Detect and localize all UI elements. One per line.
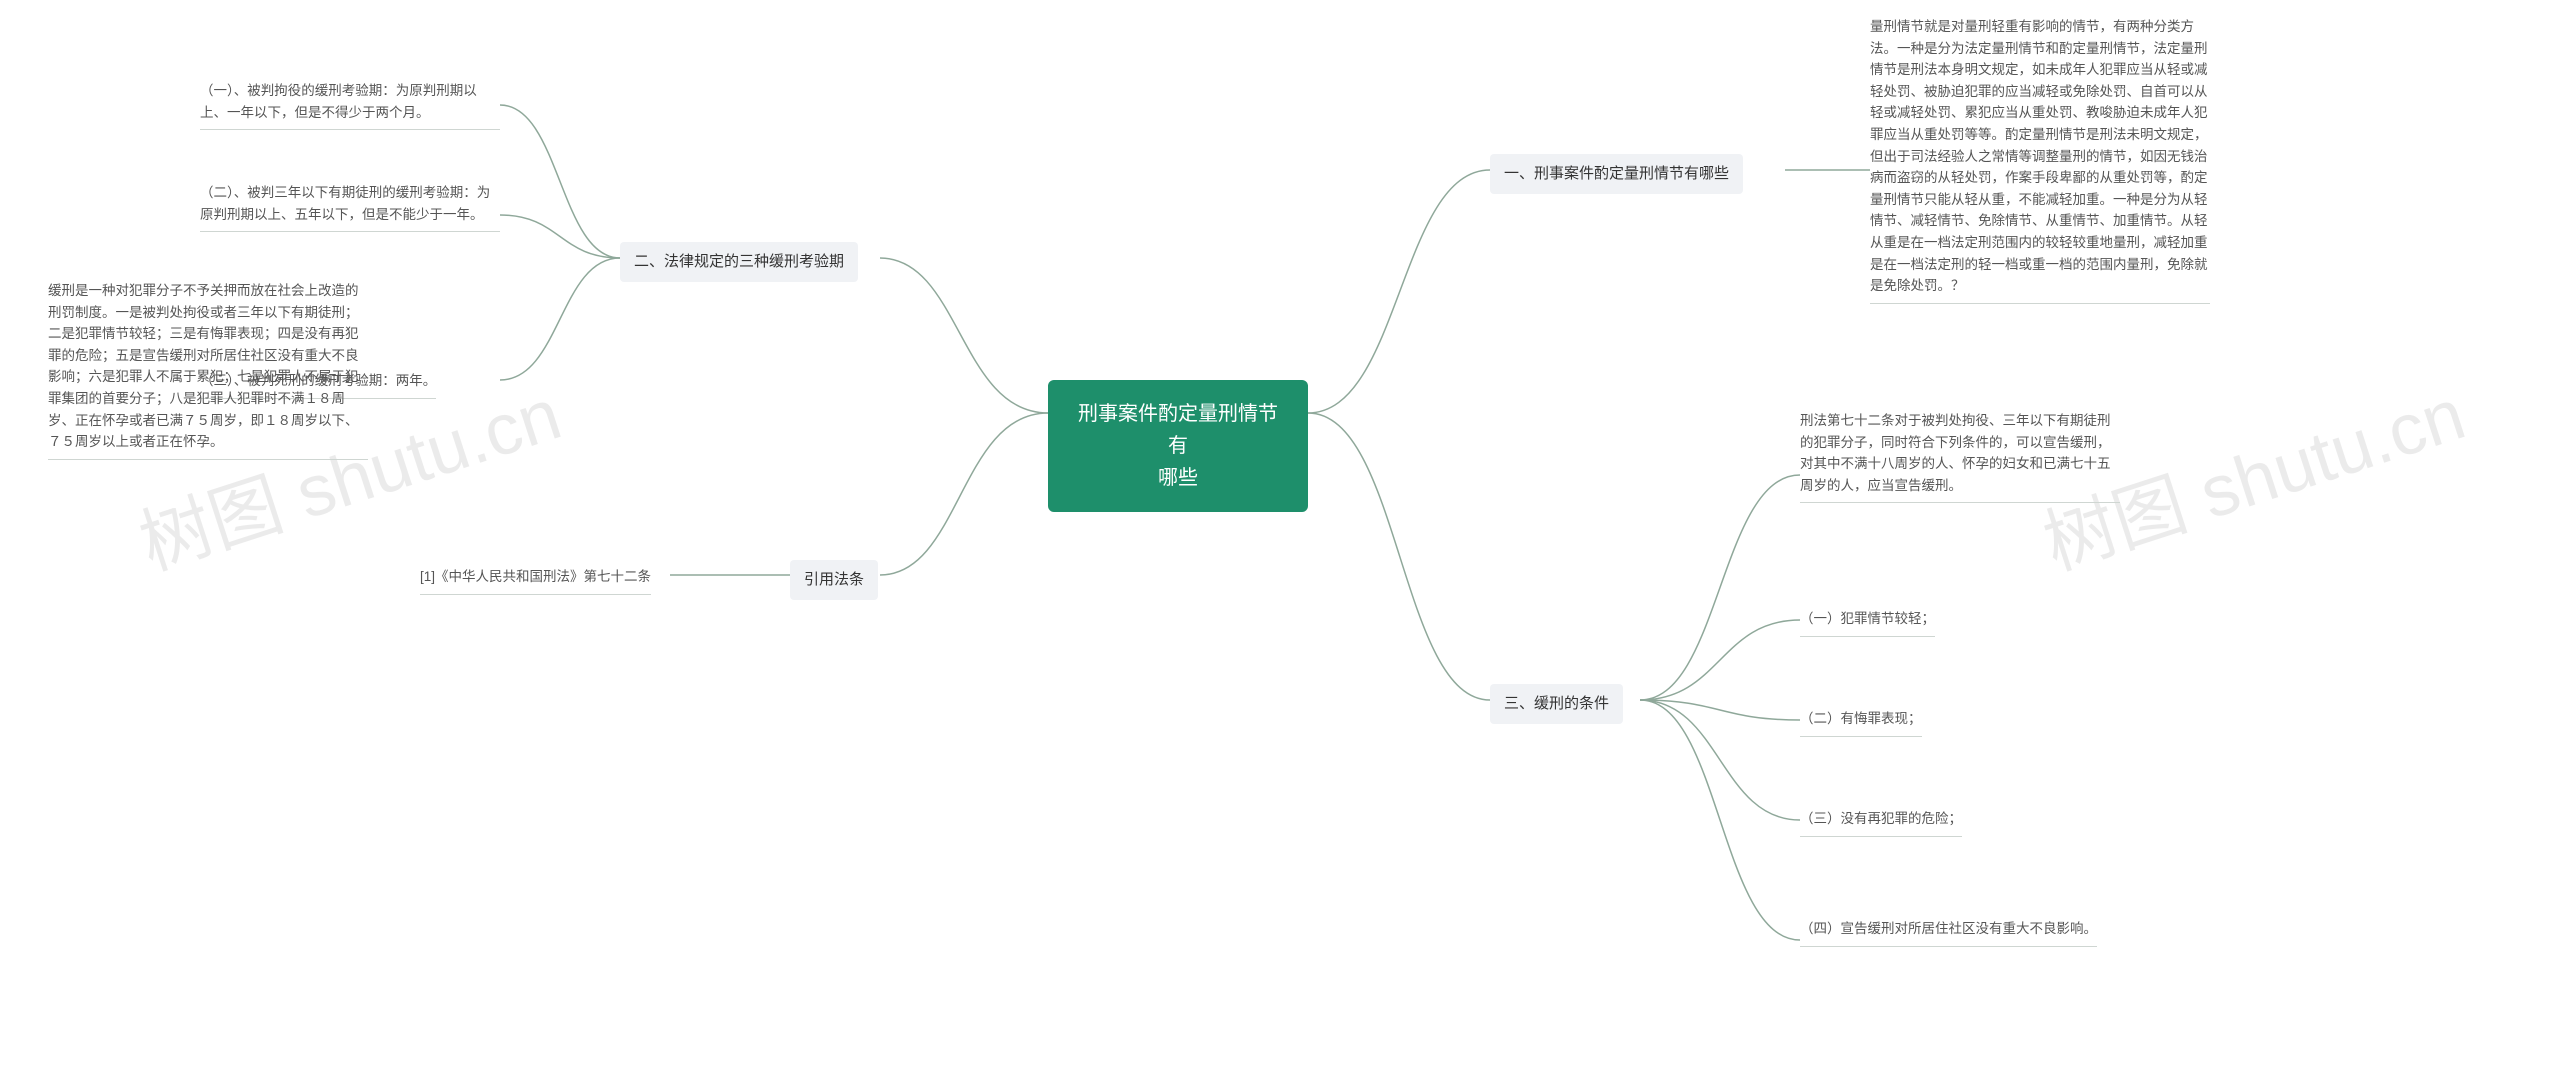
branch-3-c1: （一）犯罪情节较轻；: [1800, 608, 1935, 637]
branch-3-c2: （二）有悔罪表现；: [1800, 708, 1922, 737]
branch-2: 二、法律规定的三种缓刑考验期: [620, 242, 858, 282]
branch-3-c3: （三）没有再犯罪的危险；: [1800, 808, 1962, 837]
branch-4: 引用法条: [790, 560, 878, 600]
branch-4-leaf: [1]《中华人民共和国刑法》第七十二条: [420, 566, 651, 595]
center-line2: 哪些: [1072, 462, 1284, 494]
branch-3-intro: 刑法第七十二条对于被判处拘役、三年以下有期徒刑的犯罪分子，同时符合下列条件的，可…: [1800, 410, 2120, 503]
branch-2-l3-detail: 缓刑是一种对犯罪分子不予关押而放在社会上改造的刑罚制度。一是被判处拘役或者三年以…: [48, 280, 368, 460]
branch-1: 一、刑事案件酌定量刑情节有哪些: [1490, 154, 1743, 194]
branch-3: 三、缓刑的条件: [1490, 684, 1623, 724]
branch-3-c4: （四）宣告缓刑对所居住社区没有重大不良影响。: [1800, 918, 2097, 947]
branch-1-leaf: 量刑情节就是对量刑轻重有影响的情节，有两种分类方法。一种是分为法定量刑情节和酌定…: [1870, 16, 2210, 304]
center-line1: 刑事案件酌定量刑情节有: [1072, 398, 1284, 462]
branch-2-l1: （一）、被判拘役的缓刑考验期：为原判刑期以上、一年以下，但是不得少于两个月。: [200, 80, 500, 130]
branch-2-l2: （二）、被判三年以下有期徒刑的缓刑考验期：为原判刑期以上、五年以下，但是不能少于…: [200, 182, 500, 232]
center-topic: 刑事案件酌定量刑情节有 哪些: [1048, 380, 1308, 512]
